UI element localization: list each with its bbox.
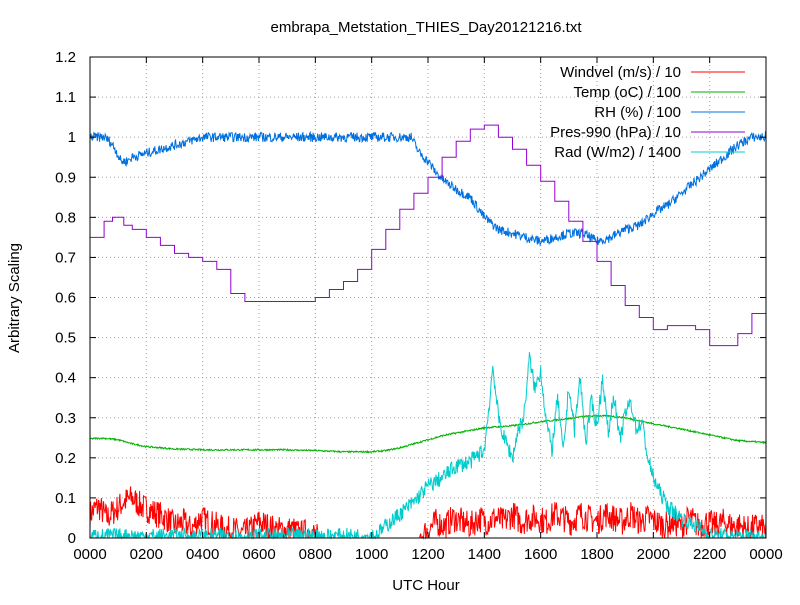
- legend-label: Pres-990 (hPa) / 10: [550, 124, 681, 141]
- x-tick-label: 0200: [130, 546, 163, 563]
- legend-label: Windvel (m/s) / 10: [560, 64, 681, 81]
- y-tick-label: 0.9: [55, 169, 76, 186]
- x-tick-label: 0600: [242, 546, 275, 563]
- y-tick-label: 0.8: [55, 209, 76, 226]
- legend-label: Temp (oC) / 100: [573, 84, 681, 101]
- y-axis-label: Arbitrary Scaling: [6, 243, 23, 353]
- y-tick-label: 0.5: [55, 330, 76, 347]
- y-tick-label: 0.3: [55, 410, 76, 427]
- series-line-1: [89, 486, 767, 540]
- x-axis-label: UTC Hour: [392, 577, 460, 594]
- tick-layer: 0 0.1 0.2 0.3 0.4 0.5 0.6 0.7 0.8 0.9 1 1.1 1.2 0000 0…: [55, 49, 783, 563]
- series-line-2: [89, 414, 767, 454]
- x-tick-label: 2000: [637, 546, 670, 563]
- legend: Windvel (m/s) / 10 Temp (oC) / 100 RH (%) …: [550, 64, 745, 161]
- x-tick-label: 0800: [299, 546, 332, 563]
- chart-title: embrapa_Metstation_THIES_Day20121216.txt: [270, 19, 582, 36]
- series-line-4: [90, 124, 767, 347]
- y-tick-label: 1: [68, 129, 76, 146]
- x-tick-label: 0000: [73, 546, 106, 563]
- y-tick-label: 0.1: [55, 490, 76, 507]
- series-layer: [89, 124, 767, 540]
- x-tick-label: 0400: [186, 546, 219, 563]
- x-tick-label: 1800: [580, 546, 613, 563]
- x-tick-label: 2200: [693, 546, 726, 563]
- y-tick-label: 0.4: [55, 370, 76, 387]
- y-tick-label: 0.7: [55, 249, 76, 266]
- legend-label: Rad (W/m2) / 1400: [554, 144, 681, 161]
- legend-label: RH (%) / 100: [594, 104, 681, 121]
- y-tick-label: 1.2: [55, 49, 76, 66]
- x-tick-label: 1000: [355, 546, 388, 563]
- y-tick-label: 1.1: [55, 89, 76, 106]
- series-line-3: [89, 130, 767, 247]
- y-tick-label: 0.2: [55, 450, 76, 467]
- y-tick-label: 0.6: [55, 290, 76, 307]
- y-tick-label: 0: [68, 530, 76, 547]
- x-tick-label: 0000: [749, 546, 782, 563]
- x-tick-label: 1200: [411, 546, 444, 563]
- x-tick-label: 1400: [468, 546, 501, 563]
- x-tick-label: 1600: [524, 546, 557, 563]
